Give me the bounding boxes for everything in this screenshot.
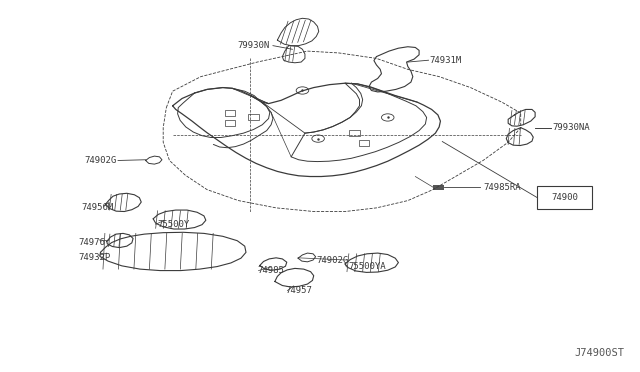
Bar (248, 114, 259, 120)
Bar (225, 121, 235, 126)
Text: 79930NA: 79930NA (552, 123, 589, 132)
Text: 74931M: 74931M (430, 56, 462, 65)
Bar (225, 110, 235, 116)
Text: 75500Y: 75500Y (157, 220, 189, 229)
Text: 74956M: 74956M (82, 203, 114, 212)
Text: 74902G: 74902G (84, 156, 116, 165)
Bar (349, 130, 360, 136)
Bar (433, 185, 444, 190)
Text: 75500YA: 75500YA (348, 262, 386, 272)
Text: 74900: 74900 (551, 193, 578, 202)
Text: 74957: 74957 (285, 286, 312, 295)
Bar (359, 140, 369, 146)
Text: 74902G: 74902G (317, 256, 349, 265)
Text: 79930N: 79930N (237, 41, 270, 50)
Text: 74985: 74985 (257, 266, 284, 275)
Text: 74932P: 74932P (79, 253, 111, 262)
FancyBboxPatch shape (537, 186, 592, 209)
Text: 74976: 74976 (79, 238, 106, 247)
Text: J74900ST: J74900ST (574, 348, 624, 358)
Text: 74985RA: 74985RA (483, 183, 521, 192)
